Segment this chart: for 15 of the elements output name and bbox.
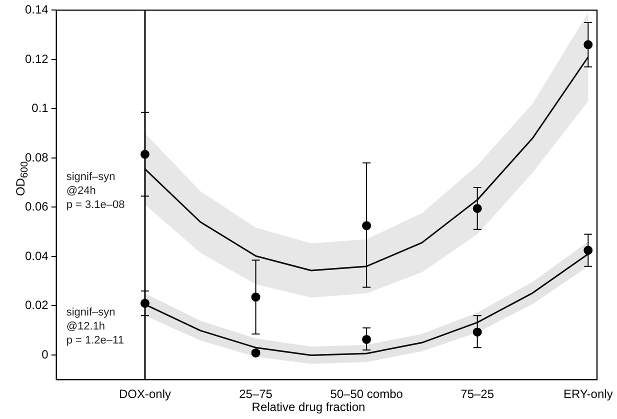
x-tick-label: ERY-only [563, 387, 613, 402]
y-tick-label: 0 [42, 347, 49, 362]
y-tick-label: 0.02 [24, 298, 49, 312]
x-tick-label: DOX-only [118, 387, 171, 402]
y-tick-label: 0.04 [24, 248, 49, 263]
x-tick-label: 25–75 [239, 387, 273, 402]
x-tick-label: 50–50 combo [330, 387, 404, 402]
annotation: signif–syn @24h p = 3.1e–08 [66, 171, 125, 212]
x-axis-title: Relative drug fraction [250, 400, 366, 414]
annotation: signif–syn @12.1h p = 1.2e–11 [66, 306, 124, 347]
y-tick-label: 0.06 [24, 200, 49, 214]
y-tick-label: 0.12 [24, 52, 49, 66]
y-tick-label: 0.1 [32, 101, 49, 116]
x-tick-label: 75–25 [460, 387, 494, 402]
y-tick-label: 0.14 [24, 2, 49, 17]
